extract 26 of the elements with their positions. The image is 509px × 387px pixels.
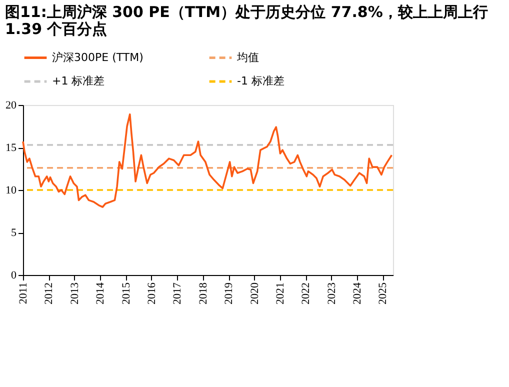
legend-label: 沪深300PE (TTM) xyxy=(52,50,144,64)
legend-label: +1 标准差 xyxy=(52,74,105,88)
x-tick-label: 2019 xyxy=(223,282,236,304)
chart-title: 图11:上周沪深 300 PE（TTM）处于历史分位 77.8%，较上上周上行 1.39 个百分点 xyxy=(5,3,488,38)
x-tick-label: 2015 xyxy=(120,282,132,304)
x-tick-label: 2024 xyxy=(352,282,364,304)
legend-label: -1 标准差 xyxy=(237,74,284,88)
x-tick-label: 2023 xyxy=(326,282,338,304)
x-tick-label: 2021 xyxy=(274,282,286,304)
y-tick-label: 15 xyxy=(6,142,17,154)
legend-label: 均值 xyxy=(236,50,259,64)
x-tick-label: 2013 xyxy=(68,282,81,304)
y-tick-label: 10 xyxy=(6,184,17,196)
y-tick-label: 20 xyxy=(6,100,17,112)
x-tick-label: 2014 xyxy=(94,282,107,304)
y-tick-label: 5 xyxy=(11,227,17,239)
x-tick-label: 2012 xyxy=(43,282,56,304)
x-tick-label: 2025 xyxy=(377,282,390,304)
x-tick-label: 2011 xyxy=(18,282,30,304)
x-tick-label: 2022 xyxy=(300,282,312,304)
x-tick-label: 2017 xyxy=(172,282,184,304)
line-series xyxy=(22,113,393,208)
x-tick-label: 2020 xyxy=(248,282,261,304)
x-tick-label: 2016 xyxy=(146,282,158,304)
y-tick-label: 0 xyxy=(11,270,17,282)
x-tick-label: 2018 xyxy=(197,282,210,304)
